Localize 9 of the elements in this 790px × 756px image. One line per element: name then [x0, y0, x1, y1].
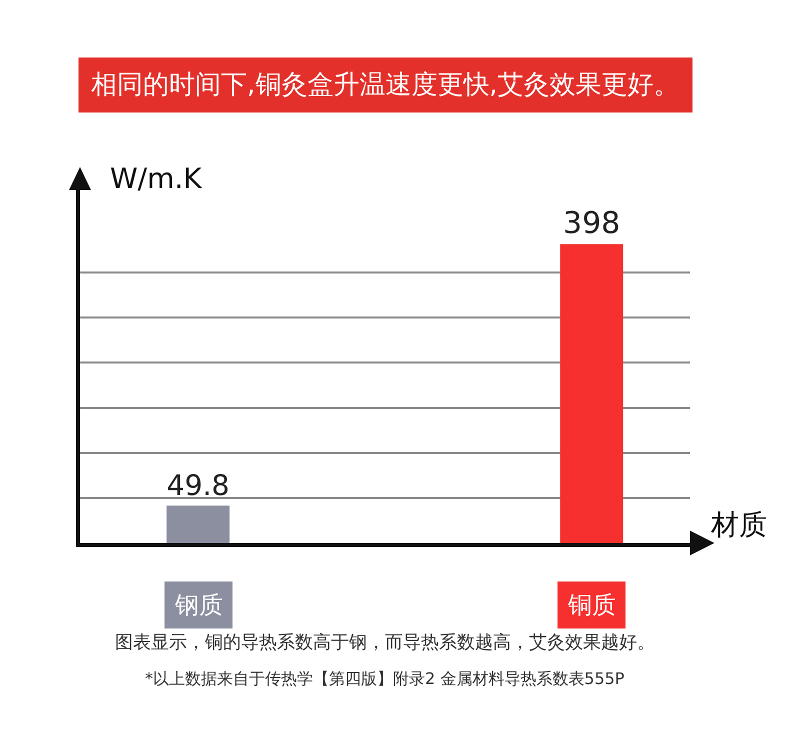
data-label: 49.8	[166, 469, 230, 502]
text: 图表显示，铜的导热系数高于钢，而导热系数越高，艾灸效果越好。	[115, 632, 655, 653]
y-axis-title: W/m.K	[110, 162, 202, 195]
x-tick-label: 钢质	[174, 591, 223, 619]
chart-title: 相同的时间下,铜灸盒升温速度更快,艾灸效果更好。	[91, 70, 680, 100]
data-label: 398	[562, 206, 620, 242]
text: *以上数据来自于传热学【第四版】附录2 金属材料导热系数表555P	[145, 669, 625, 688]
x-tick-label: 铜质	[567, 591, 616, 619]
x-axis-title: 材质	[710, 508, 767, 541]
